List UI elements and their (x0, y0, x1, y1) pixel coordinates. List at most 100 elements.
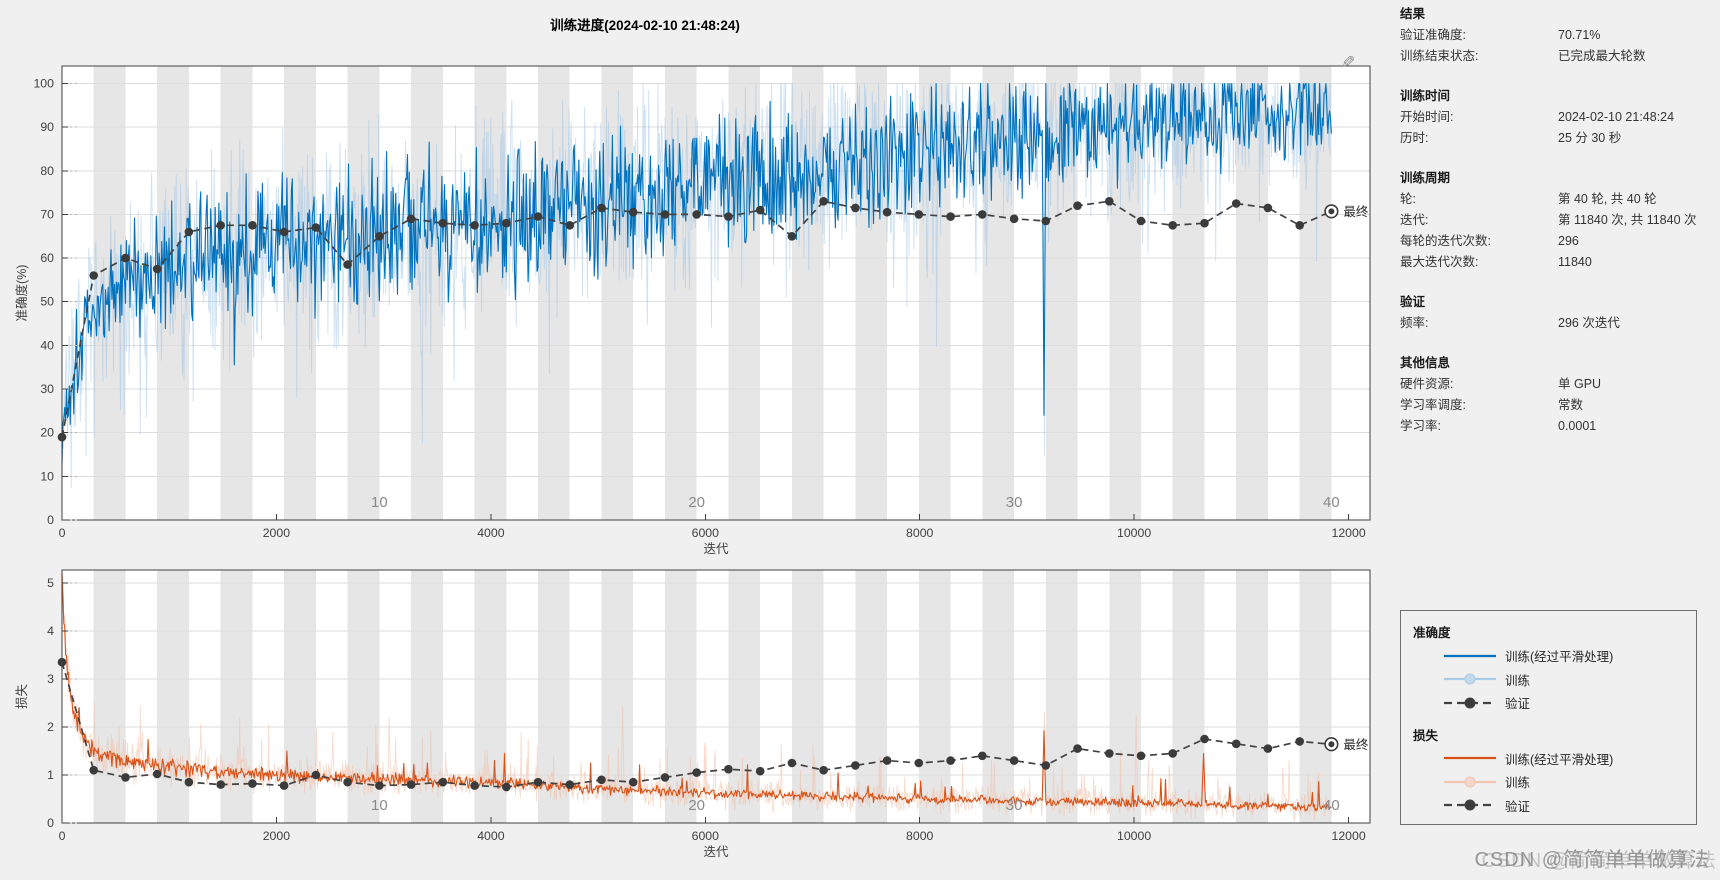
epoch-labels: 10 20 30 40 (371, 494, 1340, 511)
charts-canvas: 最终0 2000 4000 6000 8000 10000 1200001020304050… (14, 65, 1371, 859)
info-value: 25 分 30 秒 (1558, 131, 1622, 145)
svg-text:30: 30 (40, 382, 54, 396)
info-value: 296 (1558, 234, 1579, 248)
y-axis-labels: 0 1 2 3 4 5 (47, 576, 54, 830)
svg-text:10: 10 (371, 797, 388, 814)
panel-section-header: 其他信息 (1400, 356, 1451, 370)
accuracy-validation-series (57, 197, 1332, 442)
svg-text:20: 20 (688, 797, 705, 814)
info-label: 历时: (1400, 131, 1429, 145)
results-panel: 结果 验证准确度: 70.71% 训练结束状态: 已完成最大轮数 训练时间 开始时间: 202… (1400, 4, 1715, 437)
info-value: 0.0001 (1558, 419, 1597, 433)
legend-item-label: 训练 (1505, 776, 1531, 791)
x-axis-title: 迭代 (703, 542, 729, 556)
svg-text:2000: 2000 (263, 829, 291, 843)
svg-text:8000: 8000 (906, 829, 934, 843)
info-value: 11840 (1558, 255, 1592, 269)
info-row: 轮: 第 40 轮, 共 40 轮 (1400, 189, 1715, 210)
watermark: CSDN @简简单单做算法 (1474, 849, 1710, 871)
legend-item-label: 训练 (1505, 673, 1531, 688)
info-row: 频率: 296 次迭代 (1400, 313, 1715, 334)
svg-text:8000: 8000 (906, 526, 934, 540)
legend-item-label: 验证 (1505, 697, 1531, 712)
x-axis-labels: 0 2000 4000 6000 8000 10000 12000 (59, 526, 1366, 540)
info-value: 2024-02-10 21:48:24 (1558, 110, 1675, 124)
info-row: 学习率调度: 常数 (1400, 395, 1715, 416)
svg-text:70: 70 (40, 207, 54, 221)
svg-text:6000: 6000 (692, 526, 720, 540)
svg-text:50: 50 (40, 295, 54, 309)
info-value: 第 11840 次, 共 11840 次 (1558, 213, 1697, 227)
svg-text:0: 0 (47, 816, 54, 830)
svg-text:10000: 10000 (1117, 829, 1151, 843)
svg-text:2: 2 (47, 720, 54, 734)
svg-text:30: 30 (1006, 494, 1023, 511)
loss-raw-series (61, 572, 1332, 822)
legend-item: 训练(经过平滑处理) (1401, 747, 1696, 771)
svg-text:0: 0 (59, 829, 66, 843)
legend-swatch-dashed-marker (1444, 799, 1496, 811)
svg-text:100: 100 (33, 77, 54, 91)
final-marker: 最终 (1324, 737, 1369, 752)
info-value: 单 GPU (1558, 377, 1602, 391)
figure-title: 训练进度(2024-02-10 21:48:24) (550, 18, 740, 33)
svg-text:20: 20 (688, 494, 705, 511)
svg-text:40: 40 (40, 338, 54, 352)
final-label: 最终 (1343, 737, 1369, 752)
legend-item-label: 训练(经过平滑处理) (1505, 752, 1614, 767)
y-axis-title: 准确度(%) (14, 265, 29, 322)
svg-text:12000: 12000 (1331, 526, 1365, 540)
legend-swatch-marker (1444, 776, 1496, 788)
svg-text:80: 80 (40, 164, 54, 178)
accuracy-smoothed-series (61, 82, 1332, 465)
svg-text:90: 90 (40, 120, 54, 134)
svg-text:0: 0 (59, 526, 66, 540)
final-marker: 最终 (1324, 204, 1369, 219)
legend-item: 训练 (1401, 770, 1696, 794)
loss-chart: 最终 0 2000 4000 6000 8000 10000 12000 0 1 2 3 4 5 10 20 3… (14, 569, 1371, 859)
legend-item: 验证 (1401, 691, 1696, 715)
legend-item: 训练 (1401, 668, 1696, 692)
info-label: 训练结束状态: (1400, 49, 1479, 63)
svg-text:5: 5 (47, 576, 54, 590)
info-label: 轮: (1400, 192, 1416, 206)
legend-item: 验证 (1401, 794, 1696, 818)
info-row: 迭代: 第 11840 次, 共 11840 次 (1400, 210, 1715, 231)
info-row: 硬件资源: 单 GPU (1400, 374, 1715, 395)
legend-swatch-solid (1444, 654, 1496, 657)
info-value: 70.71% (1558, 28, 1601, 42)
info-label: 最大迭代次数: (1400, 255, 1479, 269)
info-row: 历时: 25 分 30 秒 (1400, 128, 1715, 149)
info-label: 每轮的迭代次数: (1400, 234, 1491, 248)
svg-text:40: 40 (1323, 494, 1340, 511)
info-label: 开始时间: (1400, 110, 1454, 124)
svg-text:10: 10 (40, 469, 54, 483)
svg-text:3: 3 (47, 672, 54, 686)
info-value: 已完成最大轮数 (1558, 49, 1646, 63)
loss-smoothed-series (61, 574, 1332, 812)
svg-text:4000: 4000 (477, 829, 505, 843)
info-value: 第 40 轮, 共 40 轮 (1558, 192, 1657, 206)
svg-text:12000: 12000 (1331, 829, 1365, 843)
epoch-labels: 10 20 30 40 (371, 797, 1340, 814)
svg-text:10000: 10000 (1117, 526, 1151, 540)
y-axis-title: 损失 (14, 684, 29, 710)
axis-ticks (61, 582, 1350, 824)
info-label: 验证准确度: (1400, 28, 1466, 42)
axis-ticks (61, 82, 1350, 521)
y-axis-labels: 0 10 20 30 40 50 60 70 80 90 100 (33, 77, 54, 528)
panel-section-header: 训练周期 (1400, 171, 1451, 185)
svg-text:60: 60 (40, 251, 54, 265)
svg-text:4: 4 (47, 624, 54, 638)
svg-text:4000: 4000 (477, 526, 505, 540)
svg-text:6000: 6000 (692, 829, 720, 843)
epoch-bands (93, 570, 1332, 823)
info-row: 最大迭代次数: 11840 (1400, 252, 1715, 273)
edit-plot-icon[interactable]: ✎ (1341, 53, 1356, 72)
info-row: 训练结束状态: 已完成最大轮数 (1400, 46, 1715, 67)
legend-group-header: 准确度 (1413, 626, 1451, 640)
panel-section-header: 结果 (1400, 7, 1426, 21)
info-label: 学习率调度: (1400, 398, 1466, 412)
legend-item: 训练(经过平滑处理) (1401, 644, 1696, 668)
svg-text:2000: 2000 (263, 526, 291, 540)
